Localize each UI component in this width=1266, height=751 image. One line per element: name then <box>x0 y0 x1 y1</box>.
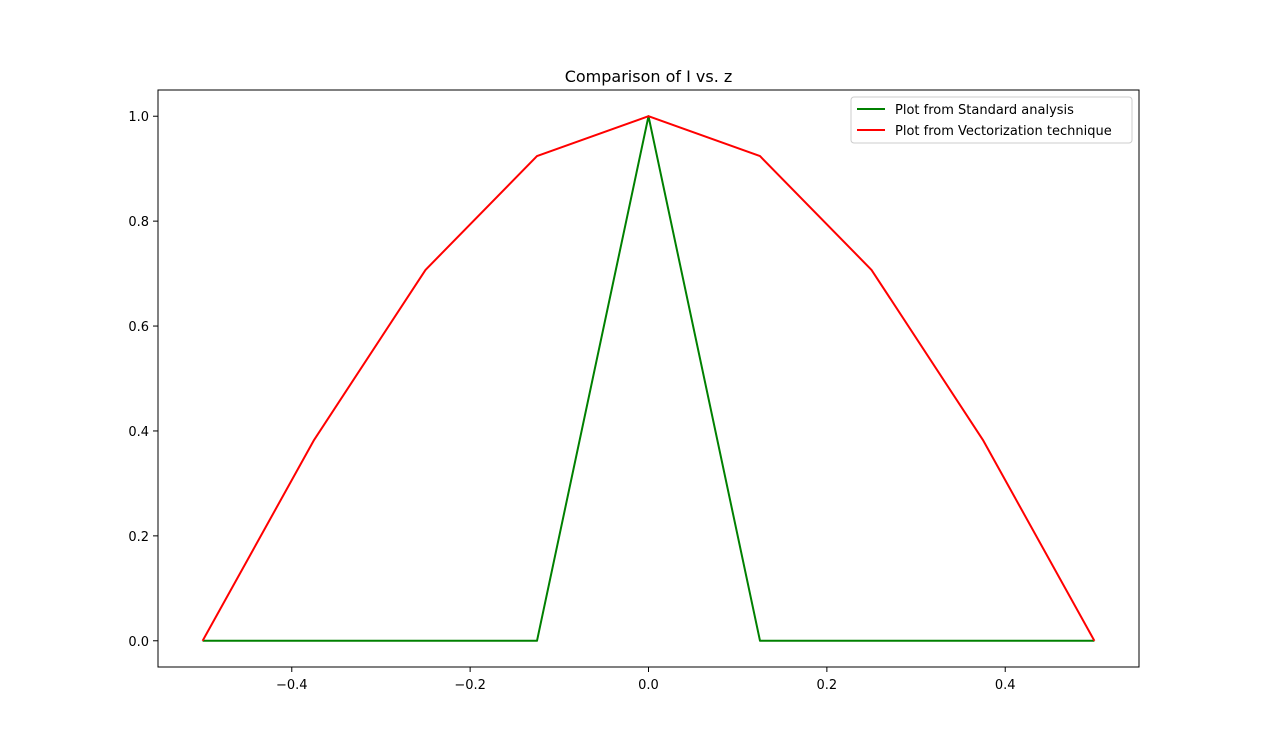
axes-frame <box>157 89 1140 668</box>
series-line-2 <box>201 115 1096 642</box>
legend-label: Plot from Standard analysis <box>895 103 1074 118</box>
y-tick-label: 1.0 <box>128 110 149 125</box>
chart-title: Comparison of I vs. z <box>565 67 733 86</box>
y-tick-label: 0.0 <box>128 635 149 650</box>
series-layer <box>201 115 1096 642</box>
y-tick-label: 0.2 <box>128 530 149 545</box>
x-tick-label: 0.0 <box>638 678 659 693</box>
legend-box <box>850 96 1133 144</box>
legend: Plot from Standard analysis Plot from Vec… <box>850 96 1133 144</box>
y-axis: 0.0 0.2 0.4 0.6 0.8 1.0 <box>128 110 158 650</box>
legend-label: Plot from Vectorization technique <box>895 124 1112 139</box>
x-tick-label: 0.4 <box>995 678 1016 693</box>
plot-area <box>157 89 1140 668</box>
y-tick-label: 0.8 <box>128 215 149 230</box>
y-tick-label: 0.4 <box>128 425 149 440</box>
x-tick-label: −0.2 <box>454 678 486 693</box>
x-tick-label: 0.2 <box>817 678 838 693</box>
y-tick-label: 0.6 <box>128 320 149 335</box>
x-axis: −0.4 −0.2 0.0 0.2 0.4 <box>276 667 1016 693</box>
x-tick-label: −0.4 <box>276 678 308 693</box>
